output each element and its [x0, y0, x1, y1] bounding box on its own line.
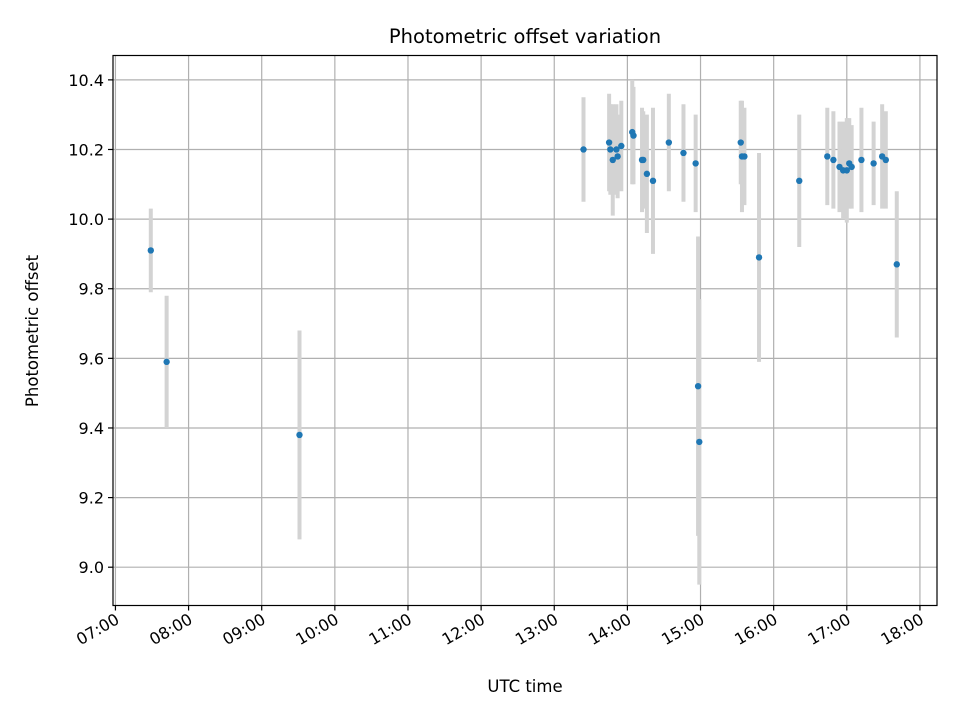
- data-point: [613, 146, 620, 153]
- data-point: [882, 156, 890, 164]
- data-point: [796, 177, 803, 185]
- y-tick-label: 10.4: [68, 71, 104, 90]
- y-tick-label: 9.8: [79, 280, 104, 299]
- y-tick-label: 10.2: [68, 140, 104, 159]
- plot-frame: [112, 54, 938, 607]
- data-point: [649, 177, 657, 185]
- data-point: [147, 247, 154, 254]
- y-tick-label: 10.0: [68, 210, 104, 229]
- data-point: [858, 156, 865, 164]
- x-axis-label: UTC time: [487, 677, 562, 696]
- data-point: [893, 261, 900, 268]
- data-point: [665, 139, 673, 146]
- y-tick-label: 9.4: [79, 419, 104, 438]
- data-point: [618, 142, 625, 150]
- data-point: [580, 146, 587, 153]
- data-point: [607, 146, 614, 153]
- data-point: [741, 153, 748, 160]
- data-point: [824, 153, 831, 160]
- data-point: [605, 139, 613, 146]
- data-point: [614, 153, 621, 160]
- data-point: [843, 167, 850, 174]
- data-point: [163, 358, 170, 366]
- y-axis-label: Photometric offset: [23, 254, 42, 407]
- chart-title: Photometric offset variation: [389, 25, 661, 48]
- data-point: [692, 160, 699, 167]
- data-point: [737, 139, 744, 146]
- data-point: [609, 156, 616, 164]
- data-point: [296, 431, 303, 439]
- y-tick-label: 9.0: [79, 558, 104, 577]
- data-point: [755, 254, 763, 261]
- data-point: [630, 132, 637, 139]
- y-tick-label: 9.6: [79, 349, 104, 368]
- data-point: [680, 149, 687, 157]
- data-point: [640, 156, 647, 164]
- data-point: [870, 160, 877, 167]
- data-points: [147, 128, 900, 446]
- data-point: [830, 156, 837, 164]
- y-tick-label: 9.2: [79, 489, 104, 508]
- data-point: [848, 163, 855, 171]
- y-axis: 9.0 9.2 9.4 9.6 9.8 10.0 10.2 10.4: [68, 71, 113, 577]
- data-point: [694, 382, 702, 390]
- data-point: [696, 438, 703, 446]
- data-point: [643, 170, 651, 178]
